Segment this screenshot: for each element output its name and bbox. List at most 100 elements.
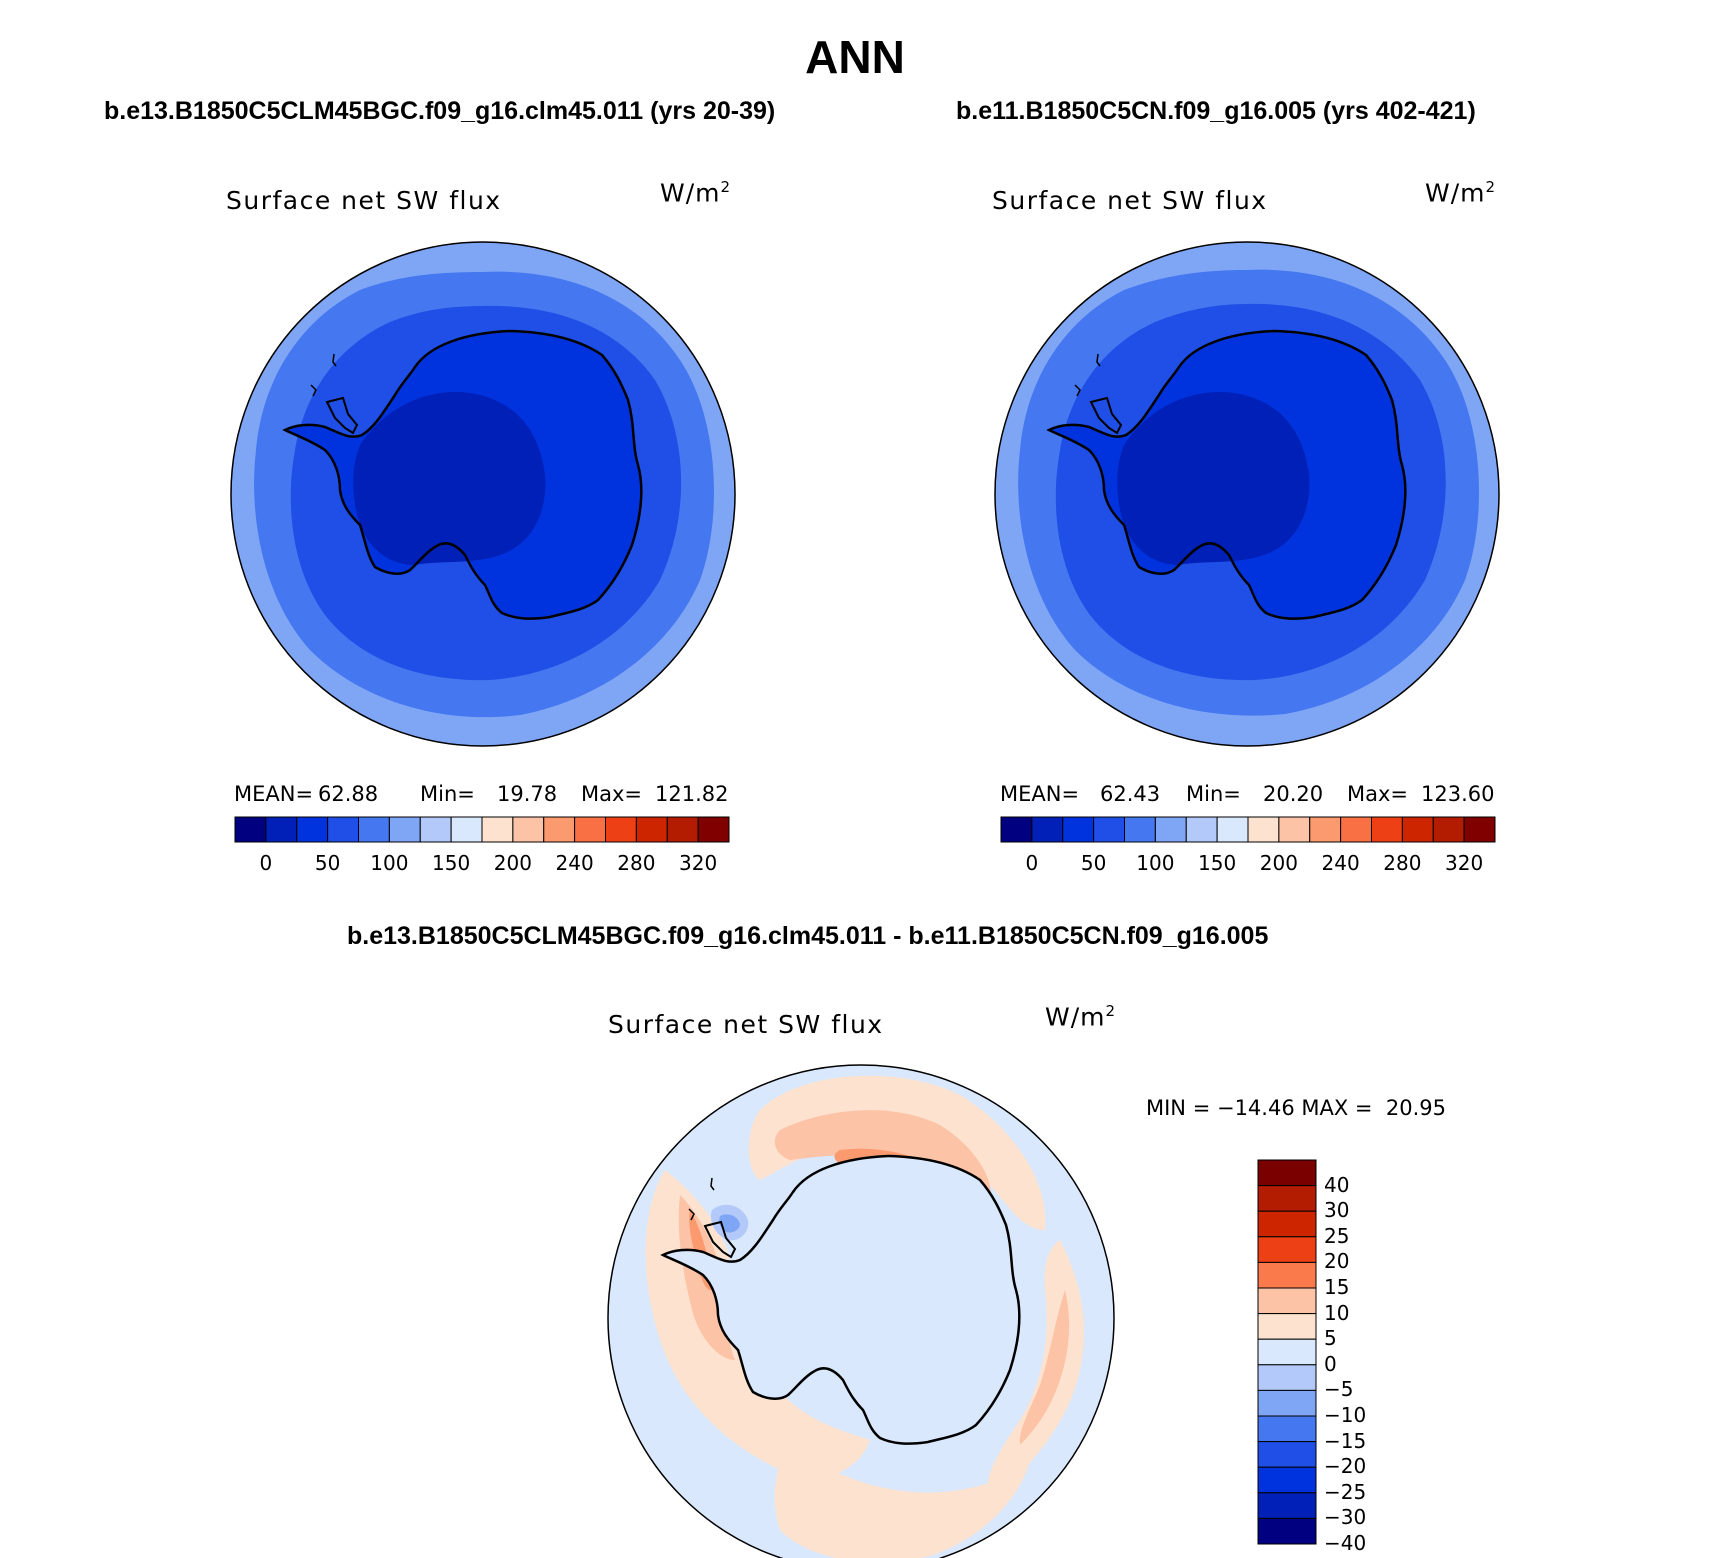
difference-units: W/m2 [1045, 1002, 1117, 1032]
panel-1-colorbar-tick-label: 0 [259, 851, 273, 875]
panel-2-colorbar-tick-label: 150 [1198, 851, 1237, 875]
panel-1-colorbar-tick-label: 150 [432, 851, 471, 875]
panel-1-colorbar-swatch [265, 816, 298, 843]
panel-1-mean-label: MEAN= [234, 782, 314, 806]
panel-1-colorbar-swatch [605, 816, 637, 843]
panel-2-antarctica [1047, 329, 1407, 620]
difference-colorbar-tick-label: 30 [1324, 1198, 1350, 1223]
difference-colorbar-tick-label: −30 [1324, 1505, 1367, 1530]
difference-warm-band-east [987, 1240, 1084, 1500]
panel-2-colorbar-swatch [1000, 816, 1033, 843]
difference-map [608, 1065, 1114, 1558]
difference-cooler-patch [719, 1214, 740, 1233]
panel-2-colorbar-tick-label: 200 [1259, 851, 1298, 875]
panel-1-colorbar-swatch [327, 816, 359, 843]
panel-2-min-value: 20.20 [1263, 782, 1324, 806]
panel-2-colorbar-swatch [1278, 816, 1311, 843]
difference-warmer-band-east [1019, 1290, 1070, 1445]
panel-2-map-border [994, 241, 1500, 747]
panel-1-colorbar-tick-label: 320 [679, 851, 718, 875]
difference-variable-title: Surface net SW flux [608, 1010, 884, 1039]
panel-2-colorbar-tick-label: 100 [1136, 851, 1175, 875]
difference-title: b.e13.B1850C5CLM45BGC.f09_g16.clm45.011 … [347, 922, 1269, 950]
panel-2-colorbar-swatch [1093, 816, 1125, 843]
panel-2-colorbar-swatch [1463, 816, 1496, 843]
difference-colorbar-swatch [1257, 1287, 1317, 1315]
panel-1-map-border [230, 241, 736, 747]
panel-2-colorbar [1000, 816, 1496, 843]
panel-1-case-title: b.e13.B1850C5CLM45BGC.f09_g16.clm45.011 … [104, 97, 776, 125]
panel-1-colorbar-swatch [481, 816, 514, 843]
panel-1-mean-value: 62.88 [318, 782, 379, 806]
difference-colorbar-swatch [1257, 1441, 1317, 1468]
panel-1-colorbar-tick-label: 240 [555, 851, 594, 875]
difference-colorbar-swatch [1257, 1338, 1317, 1366]
panel-2-map [995, 242, 1499, 746]
panel-2-colorbar-swatch [1340, 816, 1372, 843]
panel-1-colorbar-swatch [635, 816, 668, 843]
panel-1-units: W/m2 [660, 178, 732, 208]
panel-1-colorbar [234, 816, 730, 843]
difference-colorbar-swatch [1257, 1466, 1317, 1494]
panel-2-variable-title: Surface net SW flux [992, 186, 1268, 215]
panel-1-colorbar-swatch [574, 816, 606, 843]
difference-warm-band-north [748, 1075, 1046, 1230]
panel-2-min-label: Min= [1186, 782, 1241, 806]
difference-colorbar-swatch [1257, 1492, 1317, 1519]
panel-1-map [231, 242, 735, 746]
difference-colorbar-tick-label: −5 [1324, 1377, 1354, 1402]
panel-2-colorbar-swatch [1432, 816, 1465, 843]
panel-2-colorbar-tick-label: 320 [1445, 851, 1484, 875]
difference-warm-band-south [774, 1440, 1030, 1558]
panel-1-colorbar-swatch [388, 816, 421, 843]
panel-1-max-value: 121.82 [655, 782, 729, 806]
difference-colorbar-swatch [1257, 1261, 1317, 1289]
panel-1-colorbar-swatch [666, 816, 699, 843]
panel-1-colorbar-swatch [450, 816, 483, 843]
difference-min-max: MIN = −14.46 MAX = 20.95 [1146, 1096, 1446, 1120]
difference-colorbar-swatch [1257, 1364, 1317, 1391]
panel-1-colorbar-swatch [234, 816, 267, 843]
panel-2-colorbar-tick-label: 240 [1321, 851, 1360, 875]
difference-colorbar-swatch [1257, 1415, 1317, 1443]
panel-1-antarctica [283, 329, 643, 620]
difference-colorbar-tick-label: 10 [1324, 1300, 1350, 1325]
difference-colorbar-swatch [1257, 1185, 1317, 1212]
difference-colorbar-tick-label: 15 [1324, 1275, 1350, 1299]
panel-1-colorbar-tick-label: 50 [314, 851, 341, 875]
difference-colorbar-swatch [1257, 1517, 1317, 1545]
panel-2-colorbar-tick-label: 280 [1383, 851, 1422, 875]
panel-2-colorbar-swatch [1031, 816, 1064, 843]
panel-2-mean-label: MEAN= [1000, 782, 1080, 806]
panel-1-colorbar-tick-label: 100 [370, 851, 409, 875]
panel-2-colorbar-swatch [1247, 816, 1280, 843]
difference-colorbar-tick-label: 40 [1324, 1172, 1350, 1197]
panel-1-colorbar-tick-label: 280 [617, 851, 656, 875]
difference-colorbar-tick-label: −15 [1324, 1428, 1367, 1453]
panel-2-colorbar-swatch [1371, 816, 1403, 843]
panel-1-max-label: Max= [581, 782, 643, 806]
panel-2-colorbar-swatch [1216, 816, 1249, 843]
panel-2-units: W/m2 [1425, 178, 1497, 208]
panel-2-mean-value: 62.43 [1100, 782, 1161, 806]
difference-colorbar-tick-label: 0 [1324, 1351, 1337, 1376]
panel-2-colorbar-swatch [1401, 816, 1434, 843]
panel-1-min-label: Min= [420, 782, 475, 806]
difference-colorbar-swatch [1257, 1389, 1317, 1417]
difference-colorbar-tick-label: −25 [1324, 1479, 1367, 1504]
difference-map-border [607, 1064, 1115, 1558]
panel-1-colorbar-swatch [543, 816, 576, 843]
panel-1-colorbar-swatch [358, 816, 390, 843]
panel-1-variable-title: Surface net SW flux [226, 186, 502, 215]
panel-2-max-value: 123.60 [1421, 782, 1495, 806]
panel-1-colorbar-swatch [512, 816, 545, 843]
panel-1-min-value: 19.78 [497, 782, 558, 806]
panel-2-colorbar-swatch [1124, 816, 1156, 843]
panel-1-colorbar-swatch [697, 816, 730, 843]
figure-title: ANN [805, 31, 905, 83]
panel-1-colorbar-swatch [419, 816, 452, 843]
difference-warmer-band-north [774, 1110, 991, 1200]
panel-2-max-label: Max= [1347, 782, 1409, 806]
difference-colorbar-swatch [1257, 1159, 1317, 1187]
